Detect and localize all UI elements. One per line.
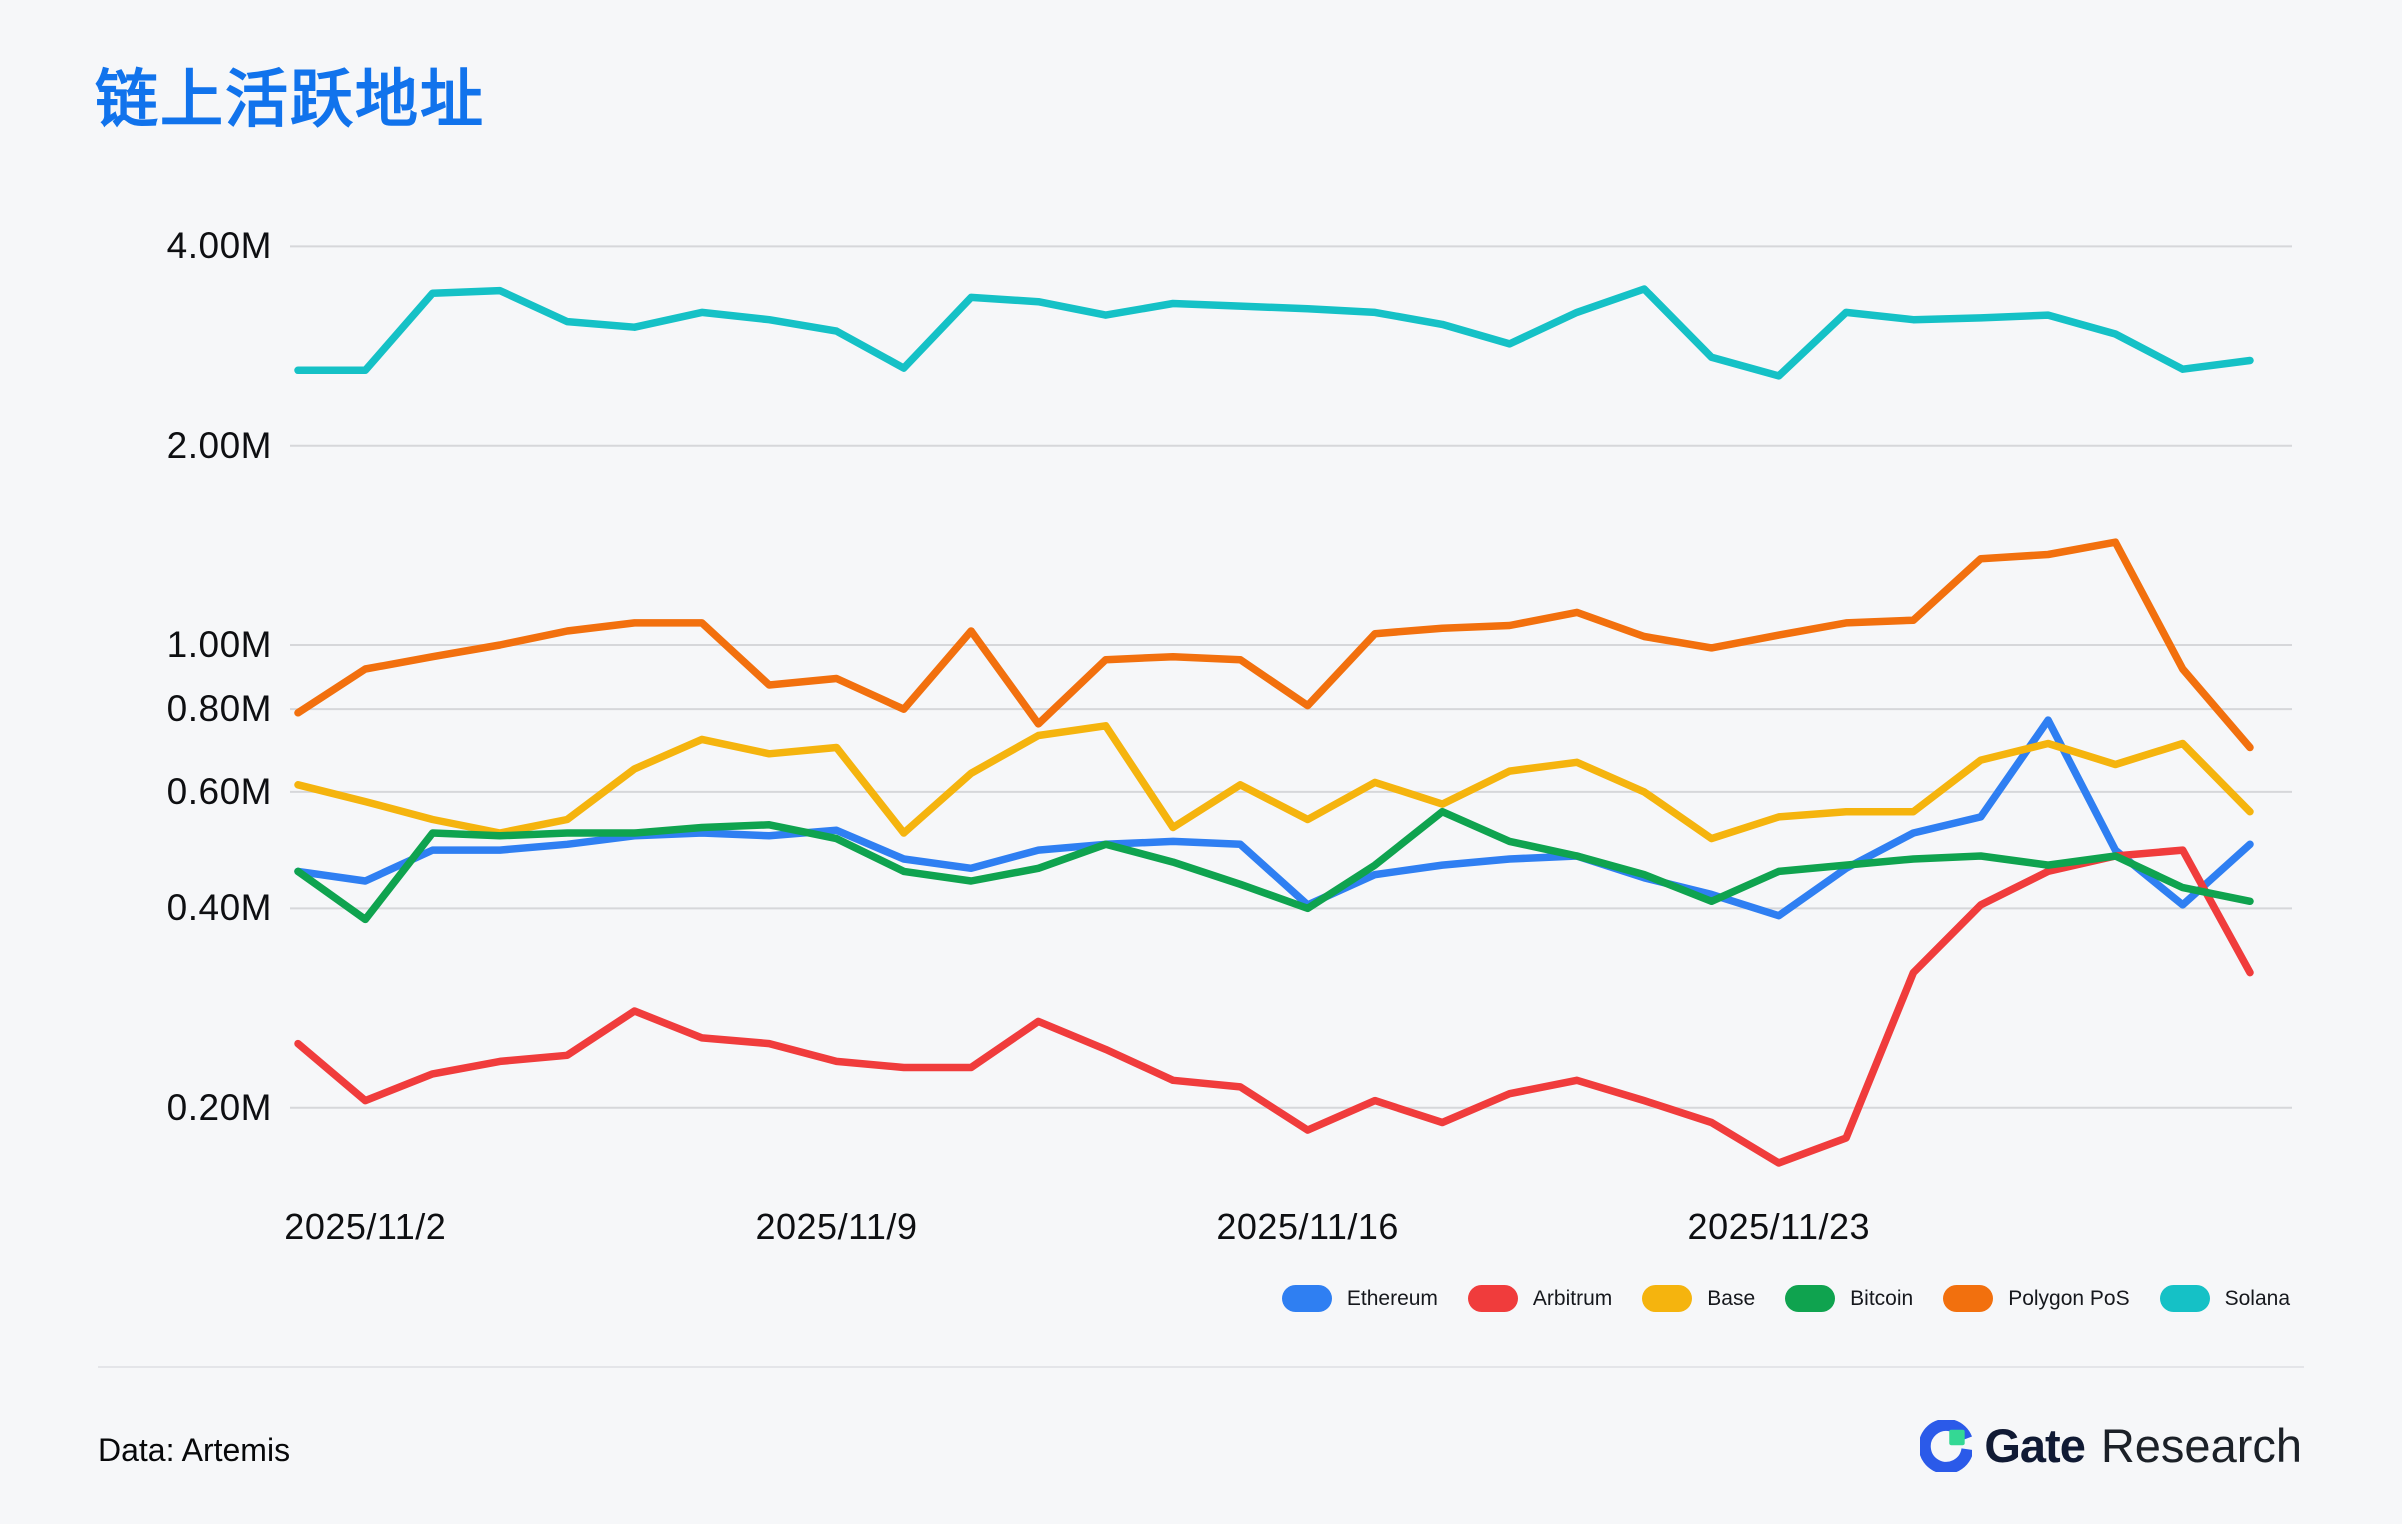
series-line-ethereum (294, 716, 2254, 920)
legend-swatch (1467, 1285, 1518, 1312)
gate-research-logo: Gate Research (1920, 1418, 2302, 1473)
y-tick-label: 2.00M (166, 424, 272, 466)
legend-label: Polygon PoS (2008, 1286, 2130, 1310)
legend-item-base: Base (1642, 1285, 1755, 1312)
brand-gate-text: Gate (1984, 1419, 2085, 1472)
y-tick-label: 0.80M (166, 688, 272, 730)
legend-item-polygon-pos: Polygon PoS (1943, 1285, 2130, 1312)
series-line-arbitrum (294, 846, 2254, 1167)
footer-divider (98, 1366, 2304, 1368)
gate-logo-icon (1920, 1419, 1973, 1472)
legend-label: Solana (2224, 1286, 2290, 1310)
legend-item-bitcoin: Bitcoin (1785, 1285, 1913, 1312)
legend-item-solana: Solana (2159, 1285, 2290, 1312)
legend-label: Ethereum (1346, 1286, 1438, 1310)
legend-label: Base (1707, 1286, 1756, 1310)
x-tick-label: 2025/11/16 (1216, 1206, 1399, 1247)
x-tick-label: 2025/11/2 (284, 1206, 447, 1247)
page-title: 链上活跃地址 (95, 65, 485, 135)
y-tick-label: 0.40M (166, 887, 272, 929)
legend-swatch (1943, 1285, 1994, 1312)
series-line-solana (294, 285, 2254, 380)
x-tick-label: 2025/11/23 (1687, 1206, 1871, 1247)
chart-legend: Ethereum Arbitrum Base Bitcoin Polygon PoS So… (1281, 1285, 2290, 1312)
legend-swatch (1785, 1285, 1836, 1312)
y-tick-label: 0.60M (166, 770, 272, 812)
legend-swatch (1642, 1285, 1693, 1312)
x-tick-label: 2025/11/9 (755, 1206, 918, 1247)
legend-swatch (2159, 1285, 2210, 1312)
series-line-polygon-pos (294, 538, 2254, 752)
legend-item-arbitrum: Arbitrum (1467, 1285, 1613, 1312)
legend-label: Bitcoin (1850, 1286, 1914, 1310)
series-line-base (294, 722, 2254, 843)
legend-item-ethereum: Ethereum (1281, 1285, 1438, 1312)
brand-research-text: Research (2100, 1419, 2302, 1472)
legend-swatch (1281, 1285, 1332, 1312)
y-tick-label: 0.20M (166, 1086, 272, 1128)
y-tick-label: 1.00M (166, 624, 272, 665)
series-line-bitcoin (294, 807, 2254, 924)
y-tick-label: 4.00M (166, 225, 272, 267)
legend-label: Arbitrum (1532, 1286, 1613, 1310)
data-source-note: Data: Artemis (98, 1432, 291, 1468)
